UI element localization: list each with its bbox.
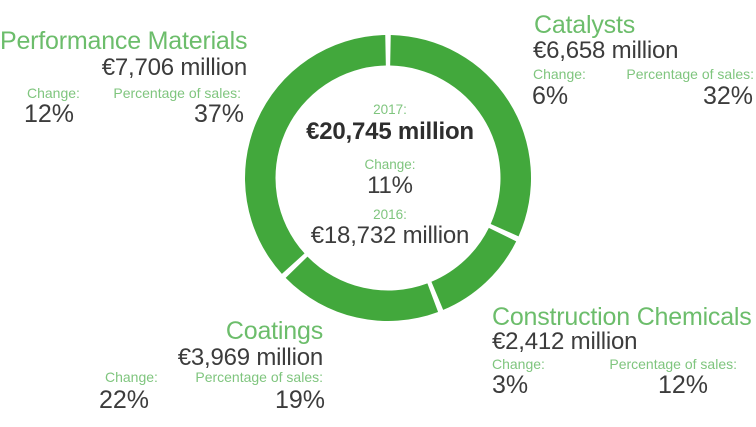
segment-share-performance-materials: 37%: [193, 100, 244, 128]
donut-segment-catalysts: [390, 35, 532, 237]
segment-change-catalysts: 6%: [532, 82, 569, 110]
center-change-label: Change:: [364, 157, 416, 172]
percentage-of-sales-label: Percentage of sales:: [113, 85, 241, 101]
change-label: Change:: [105, 369, 158, 385]
segment-change-coatings: 22%: [99, 386, 150, 414]
percentage-of-sales-label: Percentage of sales:: [195, 369, 323, 385]
segment-title-performance-materials: Performance Materials: [0, 27, 248, 55]
segment-title-construction-chemicals: Construction Chemicals: [492, 303, 752, 331]
segment-share-catalysts: 32%: [702, 82, 753, 110]
center-sales-2017-value: €20,745 million: [306, 118, 474, 145]
center-change-value: 11%: [367, 172, 413, 199]
change-label: Change:: [533, 66, 586, 82]
donut-segment-construction-chemicals: [431, 227, 517, 310]
segment-sales-construction-chemicals: €2,412 million: [492, 328, 638, 355]
segment-sales-coatings: €3,969 million: [177, 344, 323, 371]
percentage-of-sales-label: Percentage of sales:: [609, 356, 737, 372]
change-label: Change:: [27, 85, 80, 101]
segment-share-construction-chemicals: 12%: [657, 371, 708, 399]
segment-sales-catalysts: €6,658 million: [533, 37, 679, 64]
segment-title-catalysts: Catalysts: [534, 11, 636, 39]
donut-segment-coatings: [285, 256, 439, 321]
change-label: Change:: [492, 356, 545, 372]
percentage-of-sales-label: Percentage of sales:: [626, 66, 754, 82]
segment-share-coatings: 19%: [274, 386, 325, 414]
donut-segment-performance-materials: [245, 35, 386, 274]
segment-change-performance-materials: 12%: [24, 100, 75, 128]
segment-change-construction-chemicals: 3%: [492, 371, 529, 399]
center-year-2016-label: 2016:: [373, 207, 407, 222]
center-sales-2016-value: €18,732 million: [310, 222, 470, 249]
segment-sales-performance-materials: €7,706 million: [101, 54, 247, 81]
donut-center-totals: 2017: €20,745 million Change: 11% 2016: …: [268, 102, 512, 248]
center-year-2017-label: 2017:: [373, 102, 407, 117]
segment-title-coatings: Coatings: [225, 317, 323, 345]
